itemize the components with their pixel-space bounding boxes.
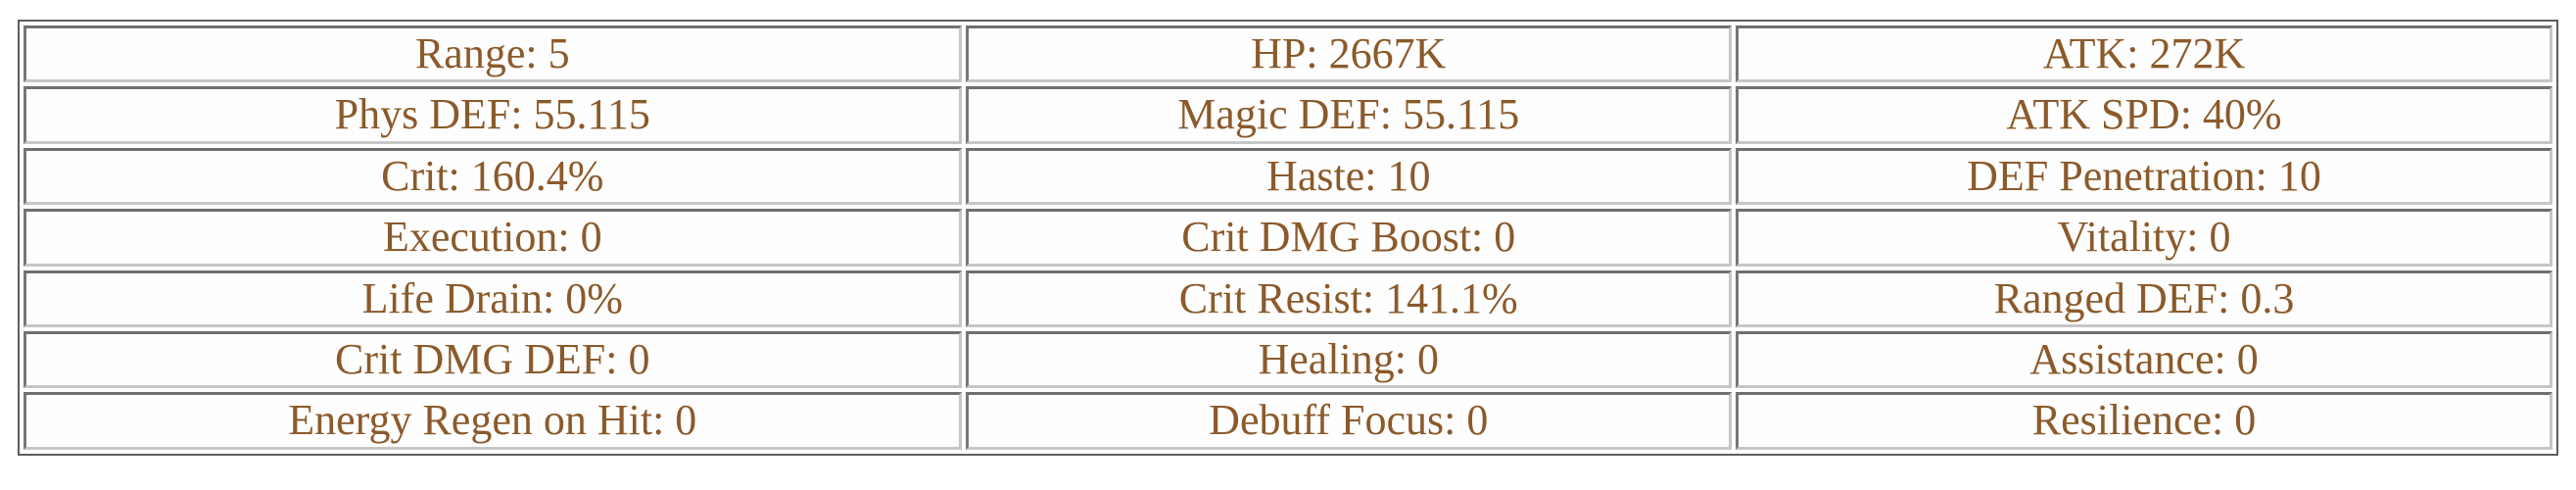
table-row: Phys DEF: 55.115 Magic DEF: 55.115 ATK S…: [24, 86, 2552, 144]
table-row: Crit DMG DEF: 0 Healing: 0 Assistance: 0: [24, 330, 2552, 389]
stat-crit-dmg-def: Crit DMG DEF: 0: [24, 330, 962, 389]
stat-resilience: Resilience: 0: [1736, 392, 2552, 450]
character-stats-table: Range: 5 HP: 2667K ATK: 272K Phys DEF: 5…: [18, 20, 2558, 456]
stat-healing: Healing: 0: [965, 330, 1732, 389]
stat-hp: HP: 2667K: [965, 25, 1732, 83]
stat-atk-spd: ATK SPD: 40%: [1736, 86, 2552, 144]
table-row: Energy Regen on Hit: 0 Debuff Focus: 0 R…: [24, 392, 2552, 450]
stat-atk: ATK: 272K: [1736, 25, 2552, 83]
stat-energy-regen-on-hit: Energy Regen on Hit: 0: [24, 392, 962, 450]
stat-ranged-def: Ranged DEF: 0.3: [1736, 270, 2552, 327]
table-row: Life Drain: 0% Crit Resist: 141.1% Range…: [24, 270, 2552, 327]
stat-assistance: Assistance: 0: [1736, 330, 2552, 389]
stat-vitality: Vitality: 0: [1736, 209, 2552, 267]
table-row: Execution: 0 Crit DMG Boost: 0 Vitality:…: [24, 209, 2552, 267]
page: Range: 5 HP: 2667K ATK: 272K Phys DEF: 5…: [18, 20, 2558, 456]
table-row: Range: 5 HP: 2667K ATK: 272K: [24, 25, 2552, 83]
stat-debuff-focus: Debuff Focus: 0: [965, 392, 1732, 450]
stat-crit-resist: Crit Resist: 141.1%: [965, 270, 1732, 327]
stat-range: Range: 5: [24, 25, 962, 83]
stat-crit-dmg-boost: Crit DMG Boost: 0: [965, 209, 1732, 267]
stat-haste: Haste: 10: [965, 147, 1732, 206]
stat-life-drain: Life Drain: 0%: [24, 270, 962, 327]
table-row: Crit: 160.4% Haste: 10 DEF Penetration: …: [24, 147, 2552, 206]
stat-phys-def: Phys DEF: 55.115: [24, 86, 962, 144]
stat-execution: Execution: 0: [24, 209, 962, 267]
stat-def-penetration: DEF Penetration: 10: [1736, 147, 2552, 206]
stat-crit: Crit: 160.4%: [24, 147, 962, 206]
stat-magic-def: Magic DEF: 55.115: [965, 86, 1732, 144]
